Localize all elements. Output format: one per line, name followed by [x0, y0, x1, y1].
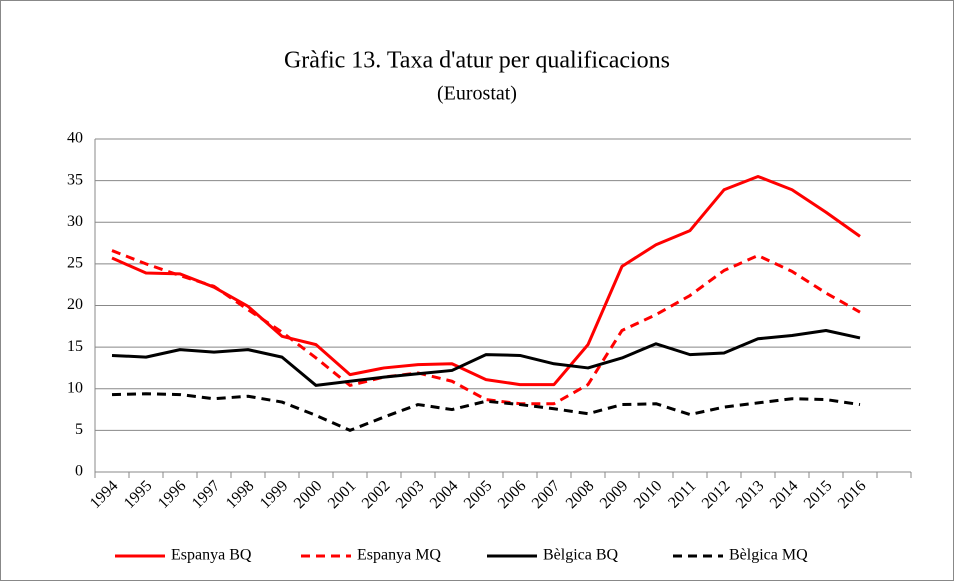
- legend-label: Espanya MQ: [357, 547, 441, 564]
- series-line: [111, 392, 861, 432]
- y-tick-label: 0: [75, 463, 83, 480]
- y-tick-label: 15: [67, 338, 83, 355]
- legend-label: Bèlgica MQ: [729, 547, 808, 564]
- chart-subtitle: (Eurostat): [437, 83, 517, 105]
- legend-label: Bèlgica BQ: [543, 547, 619, 564]
- y-tick-label: 25: [67, 255, 83, 272]
- legend-label: Espanya BQ: [171, 547, 252, 564]
- y-tick-label: 40: [67, 130, 83, 147]
- series-line: [111, 174, 861, 387]
- y-tick-label: 20: [67, 296, 83, 313]
- y-tick-label: 30: [67, 213, 83, 230]
- series-line: [111, 249, 861, 406]
- series-line: [111, 328, 861, 387]
- y-tick-label: 5: [75, 421, 83, 438]
- y-tick-label: 35: [67, 171, 83, 188]
- chart-title: Gràfic 13. Taxa d'atur per qualificacion…: [284, 48, 670, 74]
- y-tick-label: 10: [67, 379, 83, 396]
